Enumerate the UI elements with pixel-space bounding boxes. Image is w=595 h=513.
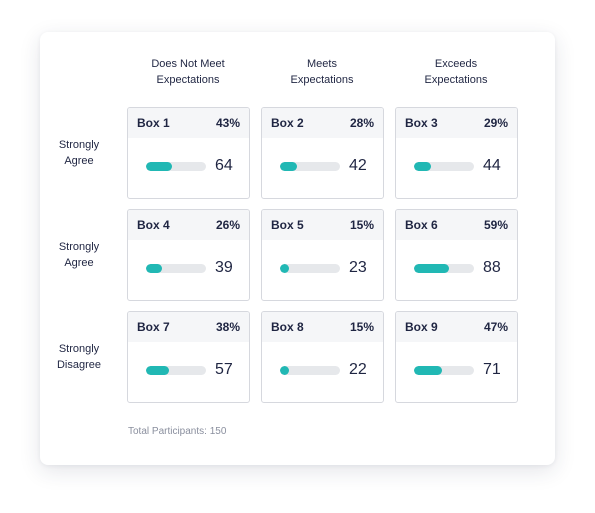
box-header: Box 7 38% [128,312,249,342]
column-header-line2: Expectations [156,74,220,86]
box-body: 39 [128,240,249,300]
progress-bar-track [414,366,474,375]
box-body: 44 [396,138,517,198]
box-label: Box 3 [405,116,438,130]
progress-bar-fill [280,162,297,171]
progress-bar-track [146,264,206,273]
column-header-meets: Meets Expectations [260,56,384,88]
progress-bar-track [146,162,206,171]
box-percent: 15% [349,218,374,232]
column-header-line2: Expectations [424,74,488,86]
box-percent: 43% [215,116,240,130]
box-body: 42 [262,138,383,198]
progress-bar-fill [280,264,289,273]
box-header: Box 9 47% [396,312,517,342]
box-count: 42 [349,157,367,174]
box-header: Box 8 15% [262,312,383,342]
row-label-3: Strongly Disagree [46,341,112,373]
box-label: Box 5 [271,218,304,232]
box-body: 23 [262,240,383,300]
box-8[interactable]: Box 8 15% 22 [261,311,384,403]
box-9[interactable]: Box 9 47% 71 [395,311,518,403]
box-header: Box 4 26% [128,210,249,240]
box-body: 64 [128,138,249,198]
progress-bar-fill [146,264,162,273]
box-header: Box 2 28% [262,108,383,138]
row-label-line2: Agree [64,155,94,167]
box-count: 23 [349,259,367,276]
box-label: Box 4 [137,218,170,232]
box-header: Box 6 59% [396,210,517,240]
box-percent: 59% [483,218,508,232]
progress-bar-track [280,264,340,273]
progress-bar-track [280,162,340,171]
box-header: Box 3 29% [396,108,517,138]
box-header: Box 1 43% [128,108,249,138]
box-count: 22 [349,361,367,378]
box-label: Box 2 [271,116,304,130]
box-body: 22 [262,342,383,402]
progress-bar-fill [414,162,432,171]
box-count: 44 [483,157,501,174]
row-label-line1: Strongly [58,343,100,355]
progress-bar-track [414,162,474,171]
row-label-line1: Strongly [58,139,100,151]
box-percent: 47% [483,320,508,334]
column-header-line1: Meets [307,58,337,70]
total-participants: Total Participants: 150 [128,426,227,437]
column-header-does-not-meet: Does Not Meet Expectations [126,56,250,88]
row-label-line2: Disagree [56,359,102,371]
box-label: Box 1 [137,116,170,130]
box-6[interactable]: Box 6 59% 88 [395,209,518,301]
box-label: Box 7 [137,320,170,334]
box-count: 57 [215,361,233,378]
box-5[interactable]: Box 5 15% 23 [261,209,384,301]
box-percent: 15% [349,320,374,334]
box-body: 88 [396,240,517,300]
row-label-line1: Strongly [58,241,100,253]
box-count: 64 [215,157,233,174]
column-header-exceeds: Exceeds Expectations [394,56,518,88]
box-body: 71 [396,342,517,402]
box-percent: 28% [349,116,374,130]
box-7[interactable]: Box 7 38% 57 [127,311,250,403]
column-header-line1: Does Not Meet [151,58,225,70]
progress-bar-fill [414,264,450,273]
progress-bar-track [146,366,206,375]
progress-bar-fill [414,366,443,375]
box-header: Box 5 15% [262,210,383,240]
box-label: Box 6 [405,218,438,232]
progress-bar-fill [280,366,289,375]
box-1[interactable]: Box 1 43% 64 [127,107,250,199]
box-label: Box 9 [405,320,438,334]
box-2[interactable]: Box 2 28% 42 [261,107,384,199]
box-percent: 29% [483,116,508,130]
box-percent: 26% [215,218,240,232]
column-header-line1: Exceeds [434,58,478,70]
row-label-1: Strongly Agree [46,137,112,169]
box-3[interactable]: Box 3 29% 44 [395,107,518,199]
row-label-2: Strongly Agree [46,239,112,271]
box-body: 57 [128,342,249,402]
column-header-line2: Expectations [290,74,354,86]
row-label-line2: Agree [64,257,94,269]
box-count: 88 [483,259,501,276]
progress-bar-track [280,366,340,375]
box-4[interactable]: Box 4 26% 39 [127,209,250,301]
box-count: 71 [483,361,501,378]
box-label: Box 8 [271,320,304,334]
progress-bar-track [414,264,474,273]
progress-bar-fill [146,366,169,375]
box-percent: 38% [215,320,240,334]
box-count: 39 [215,259,233,276]
progress-bar-fill [146,162,172,171]
